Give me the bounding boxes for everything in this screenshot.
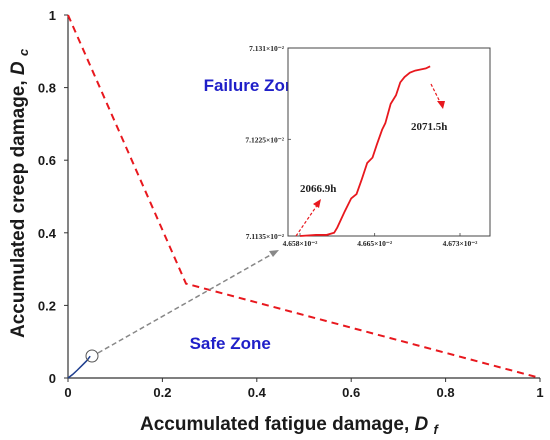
x-tick-label: 0.2	[153, 385, 171, 400]
x-tick-label: 1	[536, 385, 543, 400]
y-tick-label: 0.8	[38, 81, 56, 96]
x-tick-label: 0.4	[248, 385, 267, 400]
y-tick-label: 0.4	[38, 226, 57, 241]
safe-zone-label: Safe Zone	[190, 334, 271, 353]
inset-x-tick-label: 4.658×10⁻²	[283, 239, 319, 248]
inset-start-arrow	[295, 203, 319, 237]
y-ticks: 0 0.2 0.4 0.6 0.8 1	[38, 8, 68, 386]
y-tick-label: 0.2	[38, 298, 56, 313]
inset-x-tick-label: 4.665×10⁻²	[357, 239, 393, 248]
y-tick-label: 0.6	[38, 153, 56, 168]
inset-y-tick-label: 7.1135×10⁻²	[246, 232, 285, 241]
zoom-marker-circle	[85, 349, 99, 363]
failure-zone-label: Failure Zone	[204, 76, 305, 95]
inset-damage-line	[299, 65, 431, 237]
inset-end-arrow	[430, 83, 442, 105]
inset-end-arrowhead	[437, 101, 445, 109]
inset-x-tick-label: 4.673×10⁻²	[443, 239, 479, 248]
inset-start-arrowhead	[313, 199, 321, 208]
y-axis-title: Accumulated creep damage, D c	[8, 48, 31, 338]
inset-start-annotation: 2066.9h	[300, 183, 336, 195]
inset-y-tick-label: 7.1225×10⁻²	[245, 135, 284, 144]
x-tick-label: 0	[64, 385, 71, 400]
inset-y-tick-label: 7.131×10⁻²	[249, 44, 285, 53]
inset-frame	[287, 47, 491, 237]
zoom-connector-arrowhead	[269, 250, 279, 257]
x-ticks: 0 0.2 0.4 0.6 0.8 1	[64, 378, 544, 400]
zoom-connector-arrow	[97, 252, 275, 354]
y-tick-label: 1	[49, 8, 56, 23]
y-tick-label: 0	[49, 371, 56, 386]
x-tick-label: 0.8	[437, 385, 455, 400]
inset-series	[299, 65, 431, 237]
x-axis-title: Accumulated fatigue damage, D f	[140, 414, 440, 437]
inset-chart: 4.658×10⁻² 4.665×10⁻² 4.673×10⁻² 7.131×10⁻²…	[245, 44, 491, 248]
inset-end-annotation: 2071.5h	[411, 121, 447, 133]
x-tick-label: 0.6	[342, 385, 360, 400]
failure-envelope-line	[67, 14, 541, 379]
